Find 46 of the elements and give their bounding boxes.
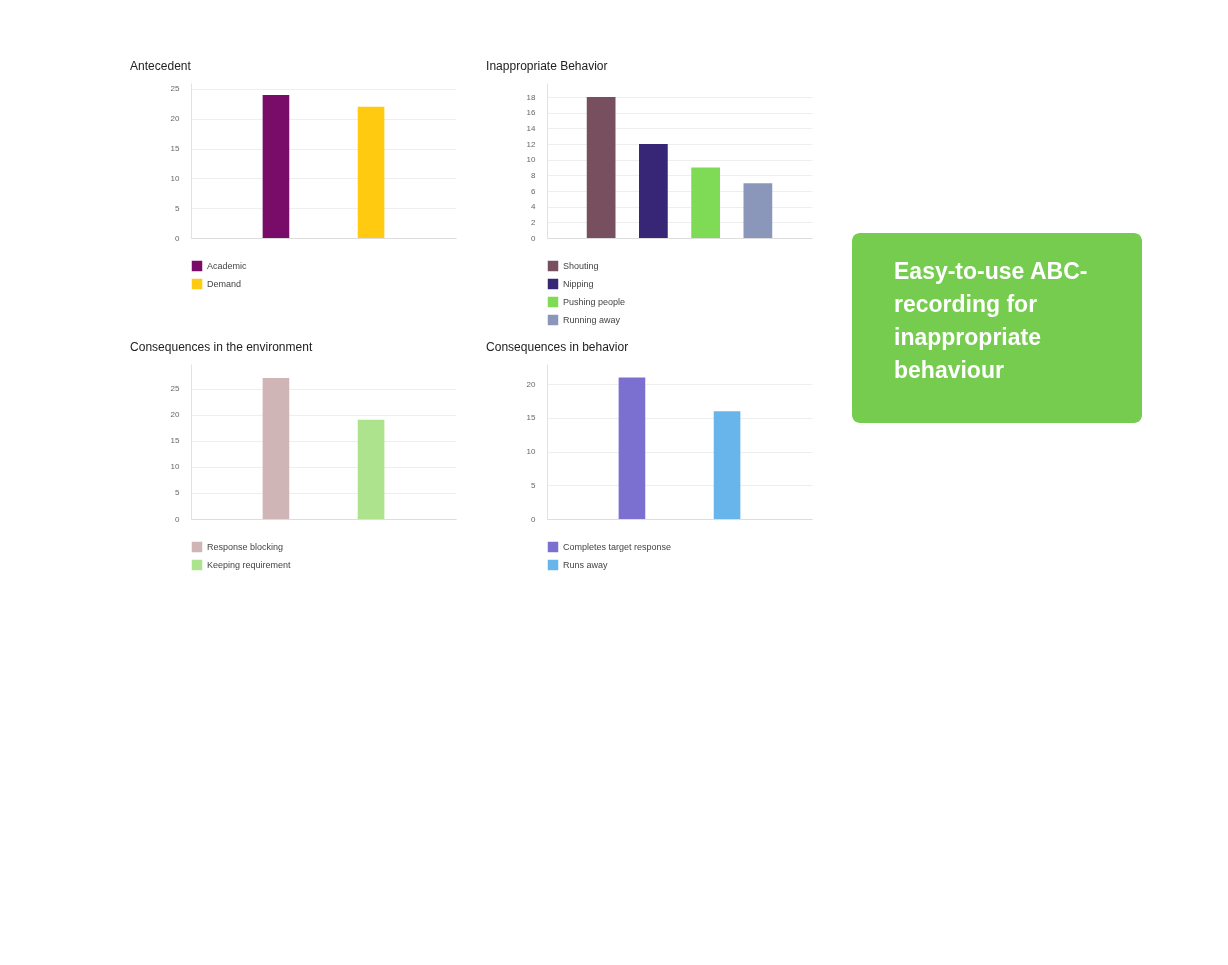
legend-label: Pushing people (563, 297, 626, 307)
y-tick-label: 2 (531, 217, 537, 227)
y-tick-label: 0 (175, 233, 181, 243)
chart-title: Inappropriate Behavior (486, 59, 608, 73)
bar (691, 167, 720, 238)
text: Easy-to-use ABC-recording for inappropriate behaviour (894, 258, 1088, 383)
y-tick-label: 15 (170, 436, 181, 446)
legend-label: Demand (207, 279, 242, 289)
y-tick-label: 25 (170, 84, 181, 94)
y-tick-label: 5 (175, 488, 181, 498)
legend-label: Nipping (563, 279, 594, 289)
y-tick-label: 10 (170, 173, 181, 183)
y-tick-label: 5 (175, 203, 181, 213)
legend-label: Runs away (563, 560, 609, 570)
y-tick-label: 0 (531, 233, 537, 243)
legend-label: Shouting (563, 261, 599, 271)
y-tick-label: 10 (526, 155, 537, 165)
y-tick-label: 15 (170, 144, 181, 154)
y-tick-label: 6 (531, 186, 537, 196)
y-tick-label: 4 (531, 202, 537, 212)
bar (586, 97, 616, 238)
legend-label: Keeping requirement (207, 560, 292, 570)
y-tick-label: 12 (526, 139, 537, 149)
y-tick-label: 0 (531, 514, 537, 524)
bar (743, 183, 773, 238)
y-tick-label: 14 (526, 123, 537, 133)
y-tick-label: 5 (531, 480, 537, 490)
chart-title: Antecedent (130, 59, 192, 73)
y-tick-label: 16 (526, 108, 537, 118)
y-tick-label: 10 (526, 447, 537, 457)
chart-title: Consequences in the environment (130, 340, 313, 354)
y-tick-label: 8 (531, 170, 537, 180)
y-tick-label: 20 (170, 410, 181, 420)
y-tick-label: 20 (526, 379, 537, 389)
bar (639, 144, 668, 238)
y-tick-label: 18 (526, 92, 537, 102)
y-tick-label: 25 (170, 384, 181, 394)
chart-title: Consequences in behavior (486, 340, 629, 354)
y-tick-label: 0 (175, 514, 181, 524)
legend-label: Completes target response (563, 542, 672, 552)
y-tick-label: 15 (526, 413, 537, 423)
y-tick-label: 20 (170, 114, 181, 124)
legend-label: Running away (563, 315, 621, 325)
y-tick-label: 10 (170, 462, 181, 472)
legend-label: Academic (207, 261, 248, 271)
legend-label: Response blocking (207, 542, 284, 552)
